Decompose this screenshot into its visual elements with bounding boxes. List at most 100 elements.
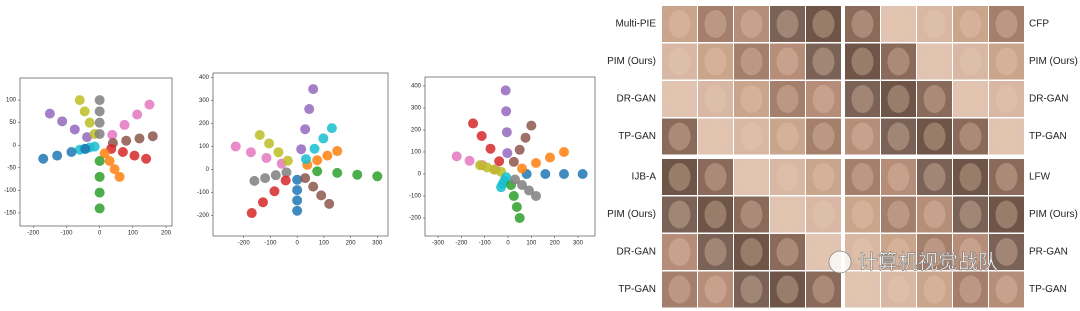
face-image [989,6,1024,42]
face-shade [812,163,835,191]
face-shade [668,238,691,266]
face-shade [851,47,874,76]
face-image [881,196,916,233]
face-shade [812,85,835,113]
face-shade [923,85,946,113]
point [312,155,323,166]
face-shade [995,275,1018,304]
point [281,167,292,178]
face-image [845,6,880,42]
face-image [989,81,1024,117]
x-tick-label: -200 [455,241,468,247]
point [141,153,152,164]
face-image [770,271,805,308]
face-shade [668,275,691,304]
x-tick-label: -100 [60,231,73,237]
point [269,186,280,197]
point [79,106,90,117]
face-shade [776,10,799,38]
row-label: LFW [1029,172,1051,183]
face-image [989,271,1024,308]
face-image [989,159,1024,195]
face-image [917,159,952,195]
point [230,141,241,152]
point [352,169,363,180]
face-shade [740,122,763,151]
row-label: DR-GAN [1029,94,1068,105]
point [517,179,528,190]
point [69,124,80,135]
point [117,147,128,157]
face-image [953,43,988,80]
point [326,123,337,134]
face-image [953,6,988,42]
x-tick-label: 0 [98,231,102,237]
x-tick-label: 100 [128,231,139,237]
x-tick-label: 300 [573,241,584,247]
watermark-icon [828,250,852,274]
point [84,117,95,128]
point [273,147,284,158]
face-shade [923,10,946,38]
point [38,153,49,164]
face-image [845,196,880,233]
point [526,120,537,131]
point [494,156,505,167]
y-tick-label: -200 [197,213,210,219]
point [318,133,329,144]
point [270,170,281,181]
face-shade [740,163,763,191]
point [254,129,265,140]
row-label: TP-GAN [618,131,656,142]
point [292,205,303,216]
face-shade [851,238,874,266]
face-image [953,234,988,270]
face-shade [668,47,691,76]
point [249,175,260,186]
face-image [662,196,697,233]
x-tick-label: 200 [550,241,561,247]
point [558,146,569,157]
face-shade [887,275,910,304]
x-tick-label: 200 [161,231,172,237]
point [94,117,105,128]
face-shade [995,200,1018,229]
face-shade [887,47,910,76]
face-image [917,196,952,233]
face-image [662,118,697,155]
face-shade [668,10,691,38]
face-image [881,43,916,80]
face-image [698,81,733,117]
point [558,168,569,179]
face-image [662,234,697,270]
face-shade [959,275,982,304]
plot-frame [424,76,596,237]
face-shade [740,85,763,113]
face-shade [995,85,1018,113]
face-image [917,6,952,42]
face-shade [812,10,835,38]
face-shade [851,200,874,229]
face-shade [704,238,727,266]
point [501,127,512,138]
face-image [698,159,733,195]
point [544,152,555,163]
x-tick-label: -200 [27,231,40,237]
point [292,185,303,196]
face-shade [704,163,727,191]
face-shade [923,238,946,266]
point [246,208,257,219]
point [511,201,522,212]
point [540,168,551,179]
y-tick-label: 300 [411,106,422,112]
point [296,144,307,155]
face-image [953,196,988,233]
y-tick-label: 400 [199,75,210,81]
face-image [770,234,805,270]
x-tick-label: 0 [295,241,299,247]
point [104,156,115,167]
face-image [770,196,805,233]
face-image [989,43,1024,80]
row-label: CFP [1029,19,1049,30]
x-tick-label: 100 [526,241,537,247]
